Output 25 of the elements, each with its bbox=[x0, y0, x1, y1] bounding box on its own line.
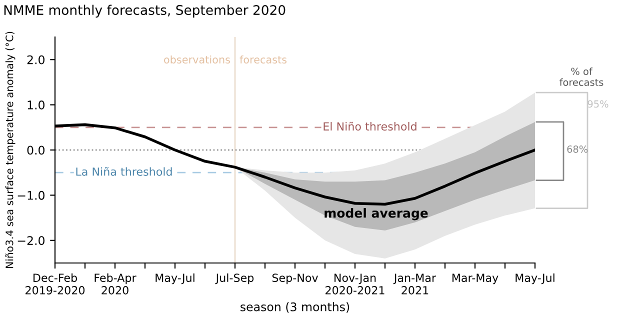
text: 68% bbox=[567, 145, 588, 153]
y-tick-label: 0.0 bbox=[27, 146, 44, 155]
x-tick-label: Feb-Apr 2020 bbox=[94, 273, 136, 294]
y-axis-title: Niño3.4 sea surface temperature anomaly (°C) bbox=[5, 32, 16, 268]
y-tick-label: 2.0 bbox=[27, 55, 44, 64]
x-axis-title: season (3 months) bbox=[240, 302, 350, 313]
text: 95% bbox=[588, 100, 608, 108]
y-tick-label: 1.0 bbox=[28, 100, 44, 110]
annotation: forecasts bbox=[240, 55, 287, 64]
y-tick-label: −2.0 bbox=[18, 236, 44, 246]
x-tick-label: May-Jul bbox=[156, 273, 194, 284]
ref-line-label: La Niña threshold bbox=[76, 167, 172, 176]
series-label: model average bbox=[324, 208, 428, 220]
x-tick-label: Dec-Feb 2019-2020 bbox=[26, 273, 85, 294]
x-tick-label: Sep-Nov bbox=[272, 274, 318, 284]
chart-title: NMME monthly forecasts, September 2020 bbox=[4, 4, 286, 18]
annotation: observations bbox=[164, 55, 230, 64]
x-tick-label: Jan-Mar 2021 bbox=[393, 274, 436, 294]
x-tick-label: Mar-May bbox=[452, 274, 498, 284]
y-tick-label: −1.0 bbox=[18, 190, 44, 200]
x-tick-label: May-Jul bbox=[516, 273, 554, 284]
ref-line-label: El Niño threshold bbox=[324, 122, 416, 131]
x-tick-label: Jul-Sep bbox=[215, 273, 254, 284]
x-tick-label: Nov-Jan 2020-2021 bbox=[326, 274, 384, 294]
text: % of forecasts bbox=[560, 68, 604, 86]
